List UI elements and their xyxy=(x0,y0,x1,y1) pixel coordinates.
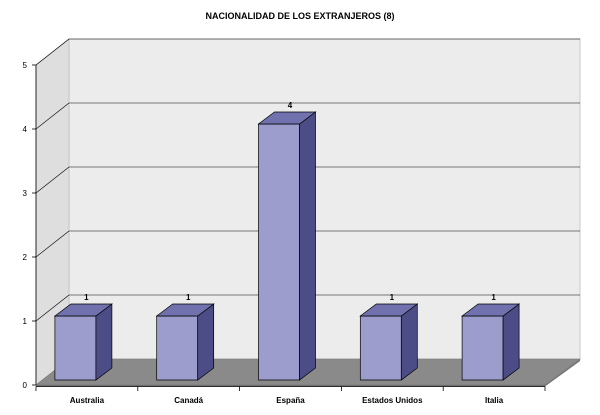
bar-side xyxy=(299,111,316,381)
x-axis: Australia Canadá España Estados Unidos Itali… xyxy=(35,386,546,405)
gridline-side xyxy=(35,166,70,194)
bar-side xyxy=(400,303,418,381)
bar-front xyxy=(156,315,199,381)
data-label: 1 xyxy=(390,293,395,302)
category-label: Australia xyxy=(70,396,105,405)
bar-front xyxy=(359,315,402,381)
bar xyxy=(461,303,521,381)
bar xyxy=(155,303,215,381)
y-tick-label: 5 xyxy=(23,61,28,70)
bars: 1 1 4 1 1 xyxy=(53,101,521,381)
bar-side xyxy=(95,303,113,381)
y-tick-label: 1 xyxy=(23,317,28,326)
category-label: España xyxy=(276,396,305,405)
bar-front xyxy=(258,123,300,381)
bar-top xyxy=(53,303,113,317)
data-label: 4 xyxy=(288,101,293,110)
category-label: Italia xyxy=(485,396,504,405)
bar-front xyxy=(54,315,97,381)
bar xyxy=(257,111,317,381)
bar-top xyxy=(155,303,215,317)
data-label: 1 xyxy=(84,293,89,302)
data-label: 1 xyxy=(491,293,496,302)
y-tick-label: 3 xyxy=(23,189,28,198)
bar xyxy=(359,303,419,381)
category-label: Canadá xyxy=(174,396,203,405)
y-tick-label: 2 xyxy=(23,253,28,262)
gridline-side xyxy=(35,294,70,322)
data-label: 1 xyxy=(186,293,191,302)
bar-top xyxy=(461,303,521,317)
bar-top xyxy=(257,111,317,125)
chart-title: NACIONALIDAD DE LOS EXTRANJEROS (8) xyxy=(205,11,394,21)
gridlines xyxy=(35,38,580,322)
bar-side xyxy=(197,303,215,381)
gridline-side xyxy=(35,230,70,258)
gridline-side xyxy=(35,102,70,130)
y-tick-label: 0 xyxy=(23,381,28,390)
gridline-side xyxy=(35,38,70,66)
floor-side-edge xyxy=(545,359,580,387)
bar-front xyxy=(461,315,504,381)
y-axis: 0 1 2 3 4 5 xyxy=(23,61,37,390)
bar-side xyxy=(502,303,520,381)
bar xyxy=(53,303,113,381)
category-label: Estados Unidos xyxy=(362,396,423,405)
y-tick-label: 4 xyxy=(23,125,28,134)
bar-top xyxy=(359,303,419,317)
